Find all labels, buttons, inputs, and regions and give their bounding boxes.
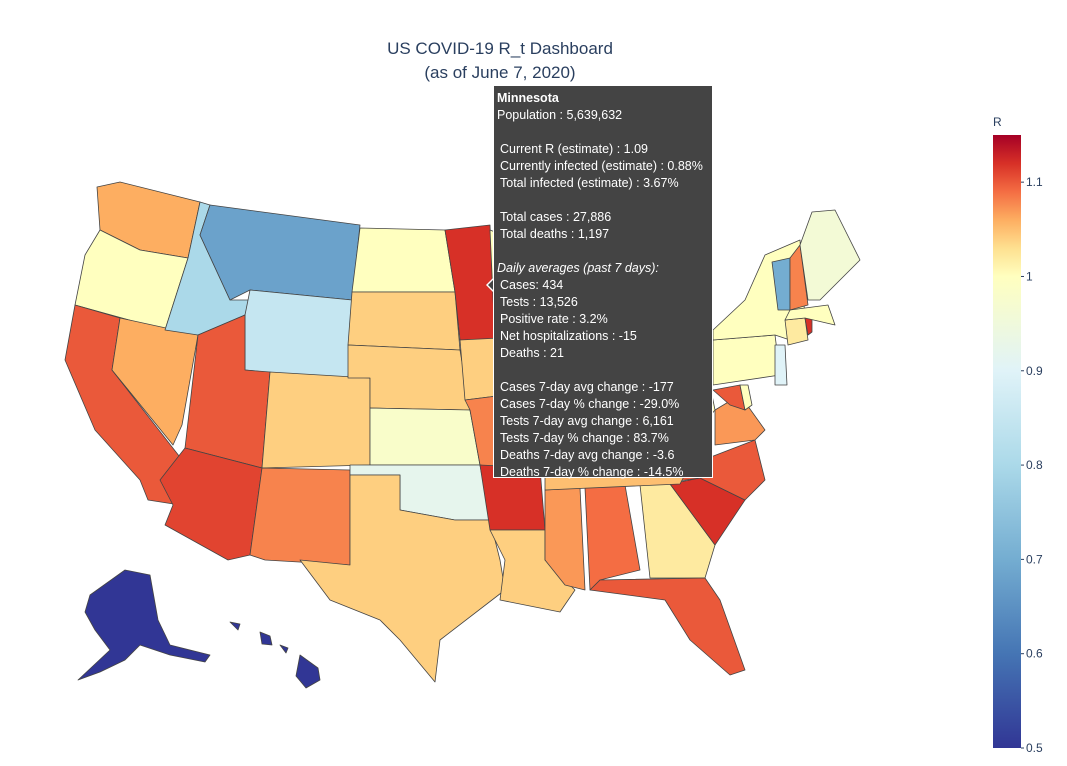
state bbox=[159, 447, 263, 561]
colorbar-tick-label: 0.8 bbox=[1026, 458, 1043, 472]
state bbox=[739, 384, 753, 411]
tooltip-line: Currently infected (estimate) : 0.88% bbox=[500, 159, 703, 173]
tooltip-line: Tests : 13,526 bbox=[500, 295, 578, 309]
state bbox=[351, 227, 456, 293]
colorbar-gradient bbox=[993, 135, 1021, 748]
state bbox=[799, 209, 861, 301]
colorbar: R 0.5 0.6 0.7 0.8 0.9 1 1.1 bbox=[993, 115, 1043, 755]
state bbox=[229, 621, 321, 689]
tooltip-line: Total infected (estimate) : 3.67% bbox=[500, 176, 679, 190]
tooltip-line: Deaths 7-day % change : -14.5% bbox=[500, 465, 684, 479]
tooltip-heading: Daily averages (past 7 days): bbox=[497, 261, 659, 275]
colorbar-tick-label: 0.9 bbox=[1026, 364, 1043, 378]
tooltip-line: Total deaths : 1,197 bbox=[500, 227, 610, 241]
state bbox=[249, 467, 351, 566]
state bbox=[589, 577, 746, 676]
tooltip-line: Population : 5,639,632 bbox=[497, 108, 623, 122]
state bbox=[784, 317, 809, 346]
colorbar-title: R bbox=[993, 115, 1002, 129]
tooltip-line: Total cases : 27,886 bbox=[500, 210, 612, 224]
colorbar-tick-label: 0.5 bbox=[1026, 741, 1043, 755]
tooltip-line: Cases: 434 bbox=[500, 278, 564, 292]
colorbar-tick-label: 1.1 bbox=[1026, 175, 1043, 189]
state bbox=[784, 304, 836, 326]
state bbox=[774, 344, 788, 386]
state bbox=[712, 334, 781, 386]
chart-subtitle: (as of June 7, 2020) bbox=[424, 63, 575, 82]
tooltip-line: Positive rate : 3.2% bbox=[500, 312, 608, 326]
state bbox=[199, 204, 361, 301]
tooltip-line: Net hospitalizations : -15 bbox=[500, 329, 637, 343]
state bbox=[77, 569, 211, 681]
map bbox=[64, 181, 861, 689]
colorbar-tick-label: 0.7 bbox=[1026, 552, 1043, 566]
state bbox=[261, 371, 371, 469]
tooltip-line: Deaths 7-day avg change : -3.6 bbox=[500, 448, 675, 462]
tooltip-line: Cases 7-day % change : -29.0% bbox=[500, 397, 680, 411]
tooltip-line: Current R (estimate) : 1.09 bbox=[500, 142, 648, 156]
tooltip-title: Minnesota bbox=[497, 91, 559, 105]
state bbox=[789, 244, 809, 311]
tooltip-line: Deaths : 21 bbox=[500, 346, 564, 360]
tooltip-line: Tests 7-day avg change : 6,161 bbox=[500, 414, 674, 428]
tooltip: Minnesota Population : 5,639,632 Current… bbox=[493, 85, 713, 479]
tooltip-arrow bbox=[488, 279, 494, 291]
state bbox=[299, 474, 506, 683]
state bbox=[347, 291, 461, 351]
state bbox=[369, 407, 481, 466]
tooltip-line: Cases 7-day avg change : -177 bbox=[500, 380, 674, 394]
chart-title: US COVID-19 R_t Dashboard bbox=[387, 39, 613, 58]
state bbox=[244, 289, 353, 381]
colorbar-tick-label: 0.6 bbox=[1026, 647, 1043, 661]
colorbar-tick-label: 1 bbox=[1026, 269, 1033, 283]
tooltip-line: Tests 7-day % change : 83.7% bbox=[500, 431, 669, 445]
state bbox=[584, 484, 641, 591]
